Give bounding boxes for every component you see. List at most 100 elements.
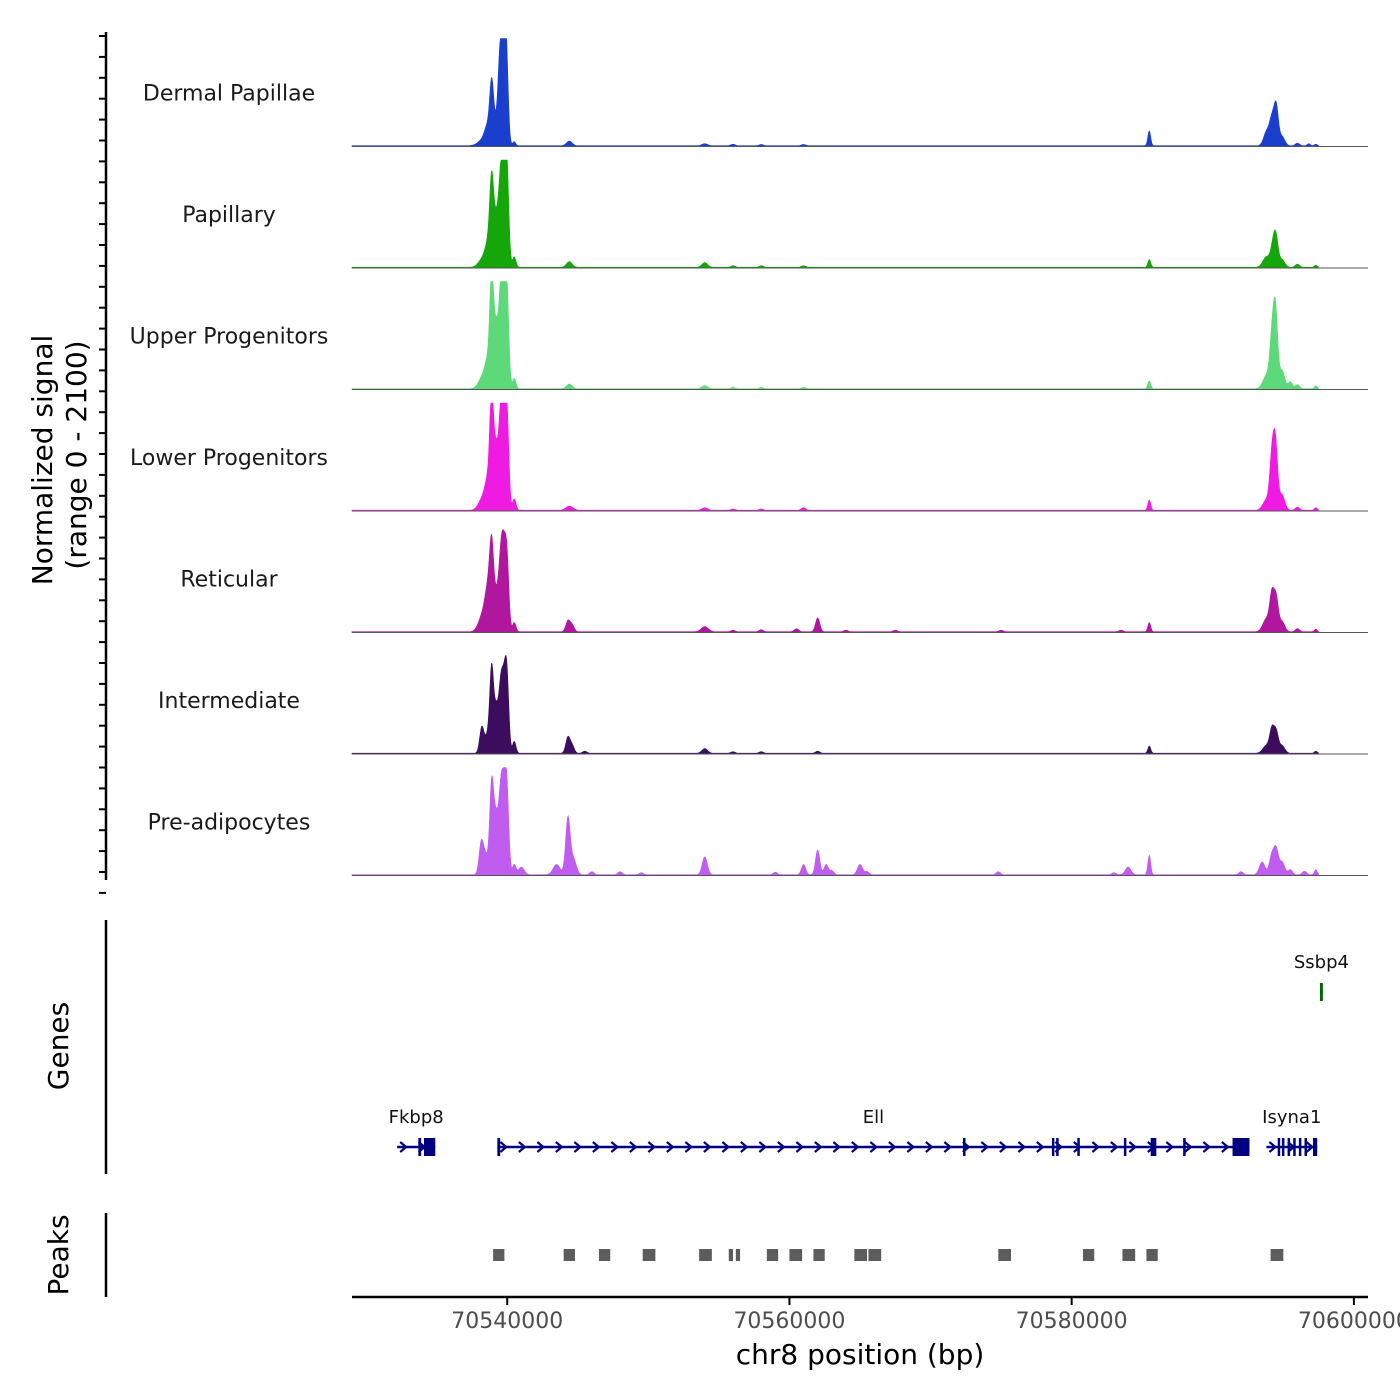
strand-arrow (869, 1141, 879, 1153)
track-upper-progenitors: Upper Progenitors (130, 281, 1368, 390)
signal-y-axis-ticks (99, 35, 106, 894)
track-label: Pre-adipocytes (148, 811, 311, 836)
peak-region (1122, 1249, 1136, 1261)
strand-arrow (1091, 1141, 1101, 1153)
exon (1312, 1138, 1318, 1156)
peak-region (766, 1249, 779, 1261)
track-dermal-papillae: Dermal Papillae (143, 38, 1368, 147)
strand-arrow (999, 1141, 1008, 1153)
strand-arrow (536, 1141, 546, 1153)
exon (1277, 1138, 1281, 1156)
gene-label: Ssbp4 (1294, 952, 1349, 973)
coverage-area (351, 402, 1319, 512)
peak-region (1146, 1249, 1158, 1261)
strand-arrow (518, 1141, 527, 1153)
track-label: Reticular (180, 568, 278, 593)
peak-region (699, 1249, 712, 1261)
track-label: Upper Progenitors (130, 325, 329, 350)
exon (1232, 1138, 1250, 1156)
x-axis-ticks: 70540000 70560000 70580000 70600000 (451, 1297, 1400, 1334)
exon (963, 1138, 966, 1156)
track-papillary: Papillary (182, 159, 1368, 269)
peak-region (1270, 1249, 1284, 1261)
exon (418, 1138, 422, 1156)
peak-region (493, 1249, 505, 1261)
strand-arrow (703, 1141, 712, 1153)
exon (1123, 1138, 1127, 1156)
strand-arrow (666, 1141, 675, 1153)
strand-arrow (740, 1141, 749, 1153)
peak-region (998, 1249, 1011, 1261)
strand-arrow (1165, 1141, 1175, 1153)
exon (1150, 1138, 1157, 1156)
peak-region (598, 1249, 611, 1261)
x-tick-label: 70540000 (451, 1309, 563, 1334)
strand-arrow (888, 1141, 897, 1153)
strand-arrow (1305, 1141, 1315, 1153)
track-label: Lower Progenitors (130, 446, 328, 471)
coverage-area (351, 767, 1319, 876)
strand-arrow (814, 1141, 823, 1153)
strand-arrow (795, 1141, 805, 1153)
y-axis-title-line2: (range 0 - 2100) (60, 340, 93, 569)
gene-label: Ell (863, 1107, 884, 1128)
exon (1298, 1138, 1302, 1156)
strand-arrow (1017, 1141, 1027, 1153)
exon (1293, 1138, 1296, 1156)
exon (497, 1138, 501, 1156)
exon (1281, 1138, 1285, 1156)
strand-arrow (925, 1141, 934, 1153)
strand-arrow (684, 1141, 694, 1153)
track-label: Dermal Papillae (143, 82, 315, 107)
gene-fkbp8: Fkbp8 (389, 1107, 444, 1156)
exon (1051, 1138, 1055, 1156)
coverage-area (351, 281, 1319, 390)
strand-arrow (721, 1141, 731, 1153)
peak-region (813, 1249, 825, 1261)
peak-region (728, 1249, 733, 1261)
gene-annotation-track: Fkbp8 Ell Isyna1 Ssbp4 (389, 952, 1349, 1156)
y-axis-title-line1: Normalized signal (26, 335, 59, 586)
strand-arrow (758, 1141, 768, 1153)
strand-arrow (832, 1141, 842, 1153)
coverage-area (351, 38, 1319, 147)
x-tick-label: 70600000 (1298, 1309, 1400, 1334)
x-tick-label: 70580000 (1016, 1309, 1128, 1334)
peak-region (563, 1249, 575, 1261)
gene-isyna1: Isyna1 (1262, 1107, 1321, 1156)
strand-arrow (1221, 1141, 1230, 1153)
peak-region (868, 1249, 882, 1261)
exon (1287, 1138, 1291, 1156)
track-reticular: Reticular (180, 529, 1368, 633)
exon (1304, 1138, 1307, 1156)
coverage-area (351, 529, 1319, 633)
peak-region (789, 1249, 803, 1261)
strand-arrow (906, 1141, 916, 1153)
x-axis-title: chr8 position (bp) (736, 1338, 985, 1371)
exon (1183, 1138, 1186, 1156)
strand-arrow (610, 1141, 620, 1153)
gene-label: Isyna1 (1262, 1107, 1321, 1128)
exon (1077, 1138, 1080, 1156)
strand-arrow (555, 1141, 564, 1153)
strand-arrow (1202, 1141, 1212, 1153)
genes-axis-title: Genes (42, 1002, 75, 1090)
strand-arrow (943, 1141, 953, 1153)
coverage-tracks: Dermal Papillae Papillary Upper Progenitor… (130, 38, 1368, 876)
strand-arrow (399, 1141, 408, 1153)
peak-region (735, 1249, 741, 1261)
strand-arrow (1268, 1141, 1278, 1153)
peaks-axis-title: Peaks (42, 1214, 75, 1295)
strand-arrow (647, 1141, 657, 1153)
track-intermediate: Intermediate (158, 654, 1368, 755)
exon (1320, 983, 1323, 1001)
track-pre-adipocytes: Pre-adipocytes (148, 767, 1368, 876)
strand-arrow (1128, 1141, 1138, 1153)
strand-arrow (851, 1141, 860, 1153)
track-lower-progenitors: Lower Progenitors (130, 402, 1368, 512)
strand-arrow (592, 1141, 601, 1153)
strand-arrow (573, 1141, 583, 1153)
strand-arrow (1073, 1141, 1082, 1153)
strand-arrow (980, 1141, 990, 1153)
